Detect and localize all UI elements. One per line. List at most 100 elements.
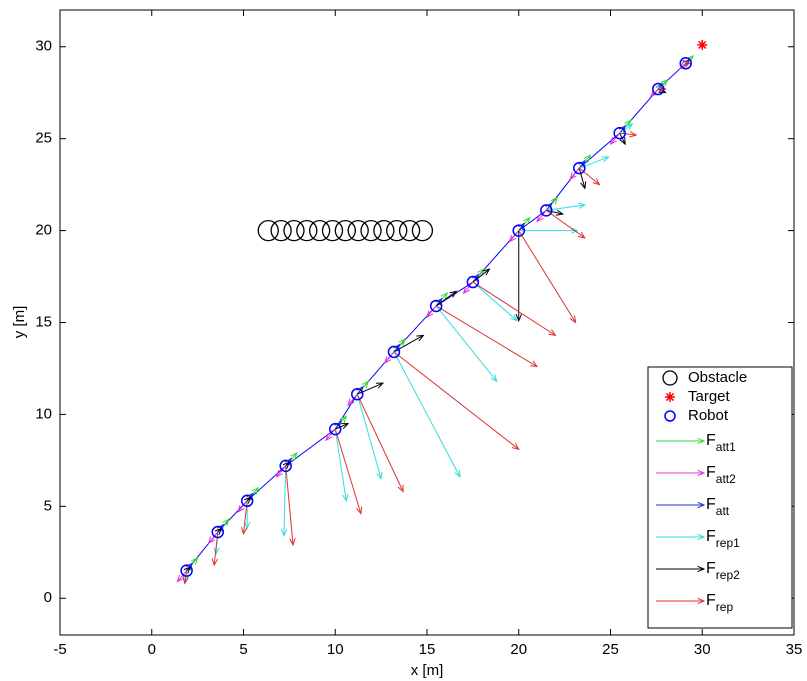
force-arrow-head — [682, 60, 691, 67]
force-arrow — [176, 570, 187, 583]
force-arrow — [393, 351, 520, 451]
robot — [351, 387, 364, 401]
force-arrow — [347, 393, 358, 407]
y-axis-label: y [m] — [11, 306, 28, 339]
force-arrow-head — [609, 137, 617, 146]
x-tick-label: 10 — [327, 641, 344, 658]
robot — [180, 564, 193, 577]
force-arrow-head — [426, 310, 434, 318]
force-arrow-shaft — [578, 167, 600, 186]
legend-arrow-head — [697, 533, 706, 541]
force-arrow-shaft — [334, 428, 362, 514]
obstacle — [373, 219, 395, 242]
force-arrow-head — [658, 85, 667, 93]
force-arrow — [578, 167, 587, 190]
x-tick-label: 0 — [148, 641, 156, 658]
x-tick-label: 35 — [786, 641, 803, 658]
force-arrow — [182, 570, 189, 585]
force-arrow — [435, 290, 458, 307]
force-arrow-shaft — [569, 167, 580, 180]
legend-marker — [664, 410, 676, 422]
force-arrow-shaft — [177, 570, 187, 583]
force-arrow-head — [222, 518, 230, 527]
force-arrow-head — [530, 360, 539, 368]
force-arrow-head — [686, 55, 694, 63]
force-arrow — [285, 465, 296, 547]
force-arrow-head — [555, 209, 565, 216]
x-tick-label: 25 — [602, 641, 619, 658]
force-arrow-shaft — [335, 423, 349, 430]
force-arrow-head — [550, 196, 559, 205]
force-arrow-head — [339, 415, 348, 424]
force-arrow-shaft — [546, 204, 585, 211]
legend-arrow — [656, 437, 706, 445]
legend-box — [647, 366, 793, 629]
y-tick-label: 10 — [35, 405, 52, 422]
obstacle — [309, 219, 331, 242]
legend-label-sub: rep1 — [716, 536, 740, 550]
target-marker — [665, 392, 675, 402]
force-arrow-shaft — [356, 393, 404, 492]
force-arrow-head — [462, 286, 471, 295]
y-tick-label: 25 — [35, 130, 52, 147]
legend-arrow-head — [697, 565, 706, 573]
force-arrow-head — [251, 486, 260, 495]
robot — [240, 494, 254, 508]
force-arrow — [578, 167, 601, 186]
force-arrow-head — [191, 556, 199, 565]
legend-arrow-head — [697, 469, 706, 477]
force-arrow-shaft — [518, 222, 525, 231]
force-arrow-head — [376, 471, 383, 480]
force-arrow — [508, 230, 520, 243]
force-arrow-head — [536, 214, 544, 223]
force-arrow-shaft — [545, 202, 553, 211]
force-arrow-head — [569, 315, 577, 324]
force-arrow — [356, 394, 383, 480]
force-arrow-shaft — [509, 230, 520, 242]
legend-label: Target — [688, 388, 731, 405]
force-arrow — [536, 210, 547, 223]
obstacle — [296, 219, 318, 242]
robot — [466, 275, 480, 289]
force-arrow-head — [660, 78, 669, 87]
force-arrow-head — [477, 268, 485, 277]
force-arrow-head — [280, 529, 288, 538]
force-arrow-head — [449, 290, 458, 298]
legend-label-sub: rep2 — [716, 568, 740, 582]
robot — [651, 82, 665, 96]
force-arrow-head — [211, 558, 218, 567]
force-arrow — [357, 382, 385, 395]
force-arrow-shaft — [435, 305, 538, 368]
force-arrow-head — [523, 216, 531, 225]
force-arrow-head — [619, 137, 626, 146]
force-arrow-head — [511, 442, 520, 451]
obstacle — [347, 219, 369, 242]
force-arrow-shaft — [578, 160, 586, 169]
force-arrow — [569, 167, 580, 181]
legend-label: Fatt2 — [706, 464, 736, 486]
obstacle — [257, 219, 279, 242]
force-arrow-head — [548, 329, 557, 337]
force-arrow-head — [601, 156, 610, 163]
force-arrow-head — [341, 423, 350, 429]
force-arrow-head — [577, 231, 586, 239]
force-arrow-shaft — [546, 209, 563, 215]
force-arrow-head — [583, 154, 592, 163]
robot — [211, 525, 225, 539]
force-arrow-head — [510, 314, 518, 322]
force-arrow-head — [416, 334, 425, 342]
legend-arrow — [656, 469, 706, 477]
force-arrow-shaft — [619, 123, 633, 134]
force-arrow-head — [325, 433, 333, 442]
force-arrow-shaft — [435, 290, 457, 307]
force-arrow-head — [356, 506, 363, 515]
robot — [329, 422, 342, 436]
legend-arrow — [656, 565, 706, 573]
legend-arrow-head — [697, 501, 706, 509]
x-tick-label: 5 — [239, 641, 247, 658]
force-arrow-head — [570, 227, 579, 234]
force-arrow — [334, 428, 363, 515]
legend-label-sub: att1 — [716, 440, 736, 454]
y-tick-label: 20 — [35, 222, 52, 239]
